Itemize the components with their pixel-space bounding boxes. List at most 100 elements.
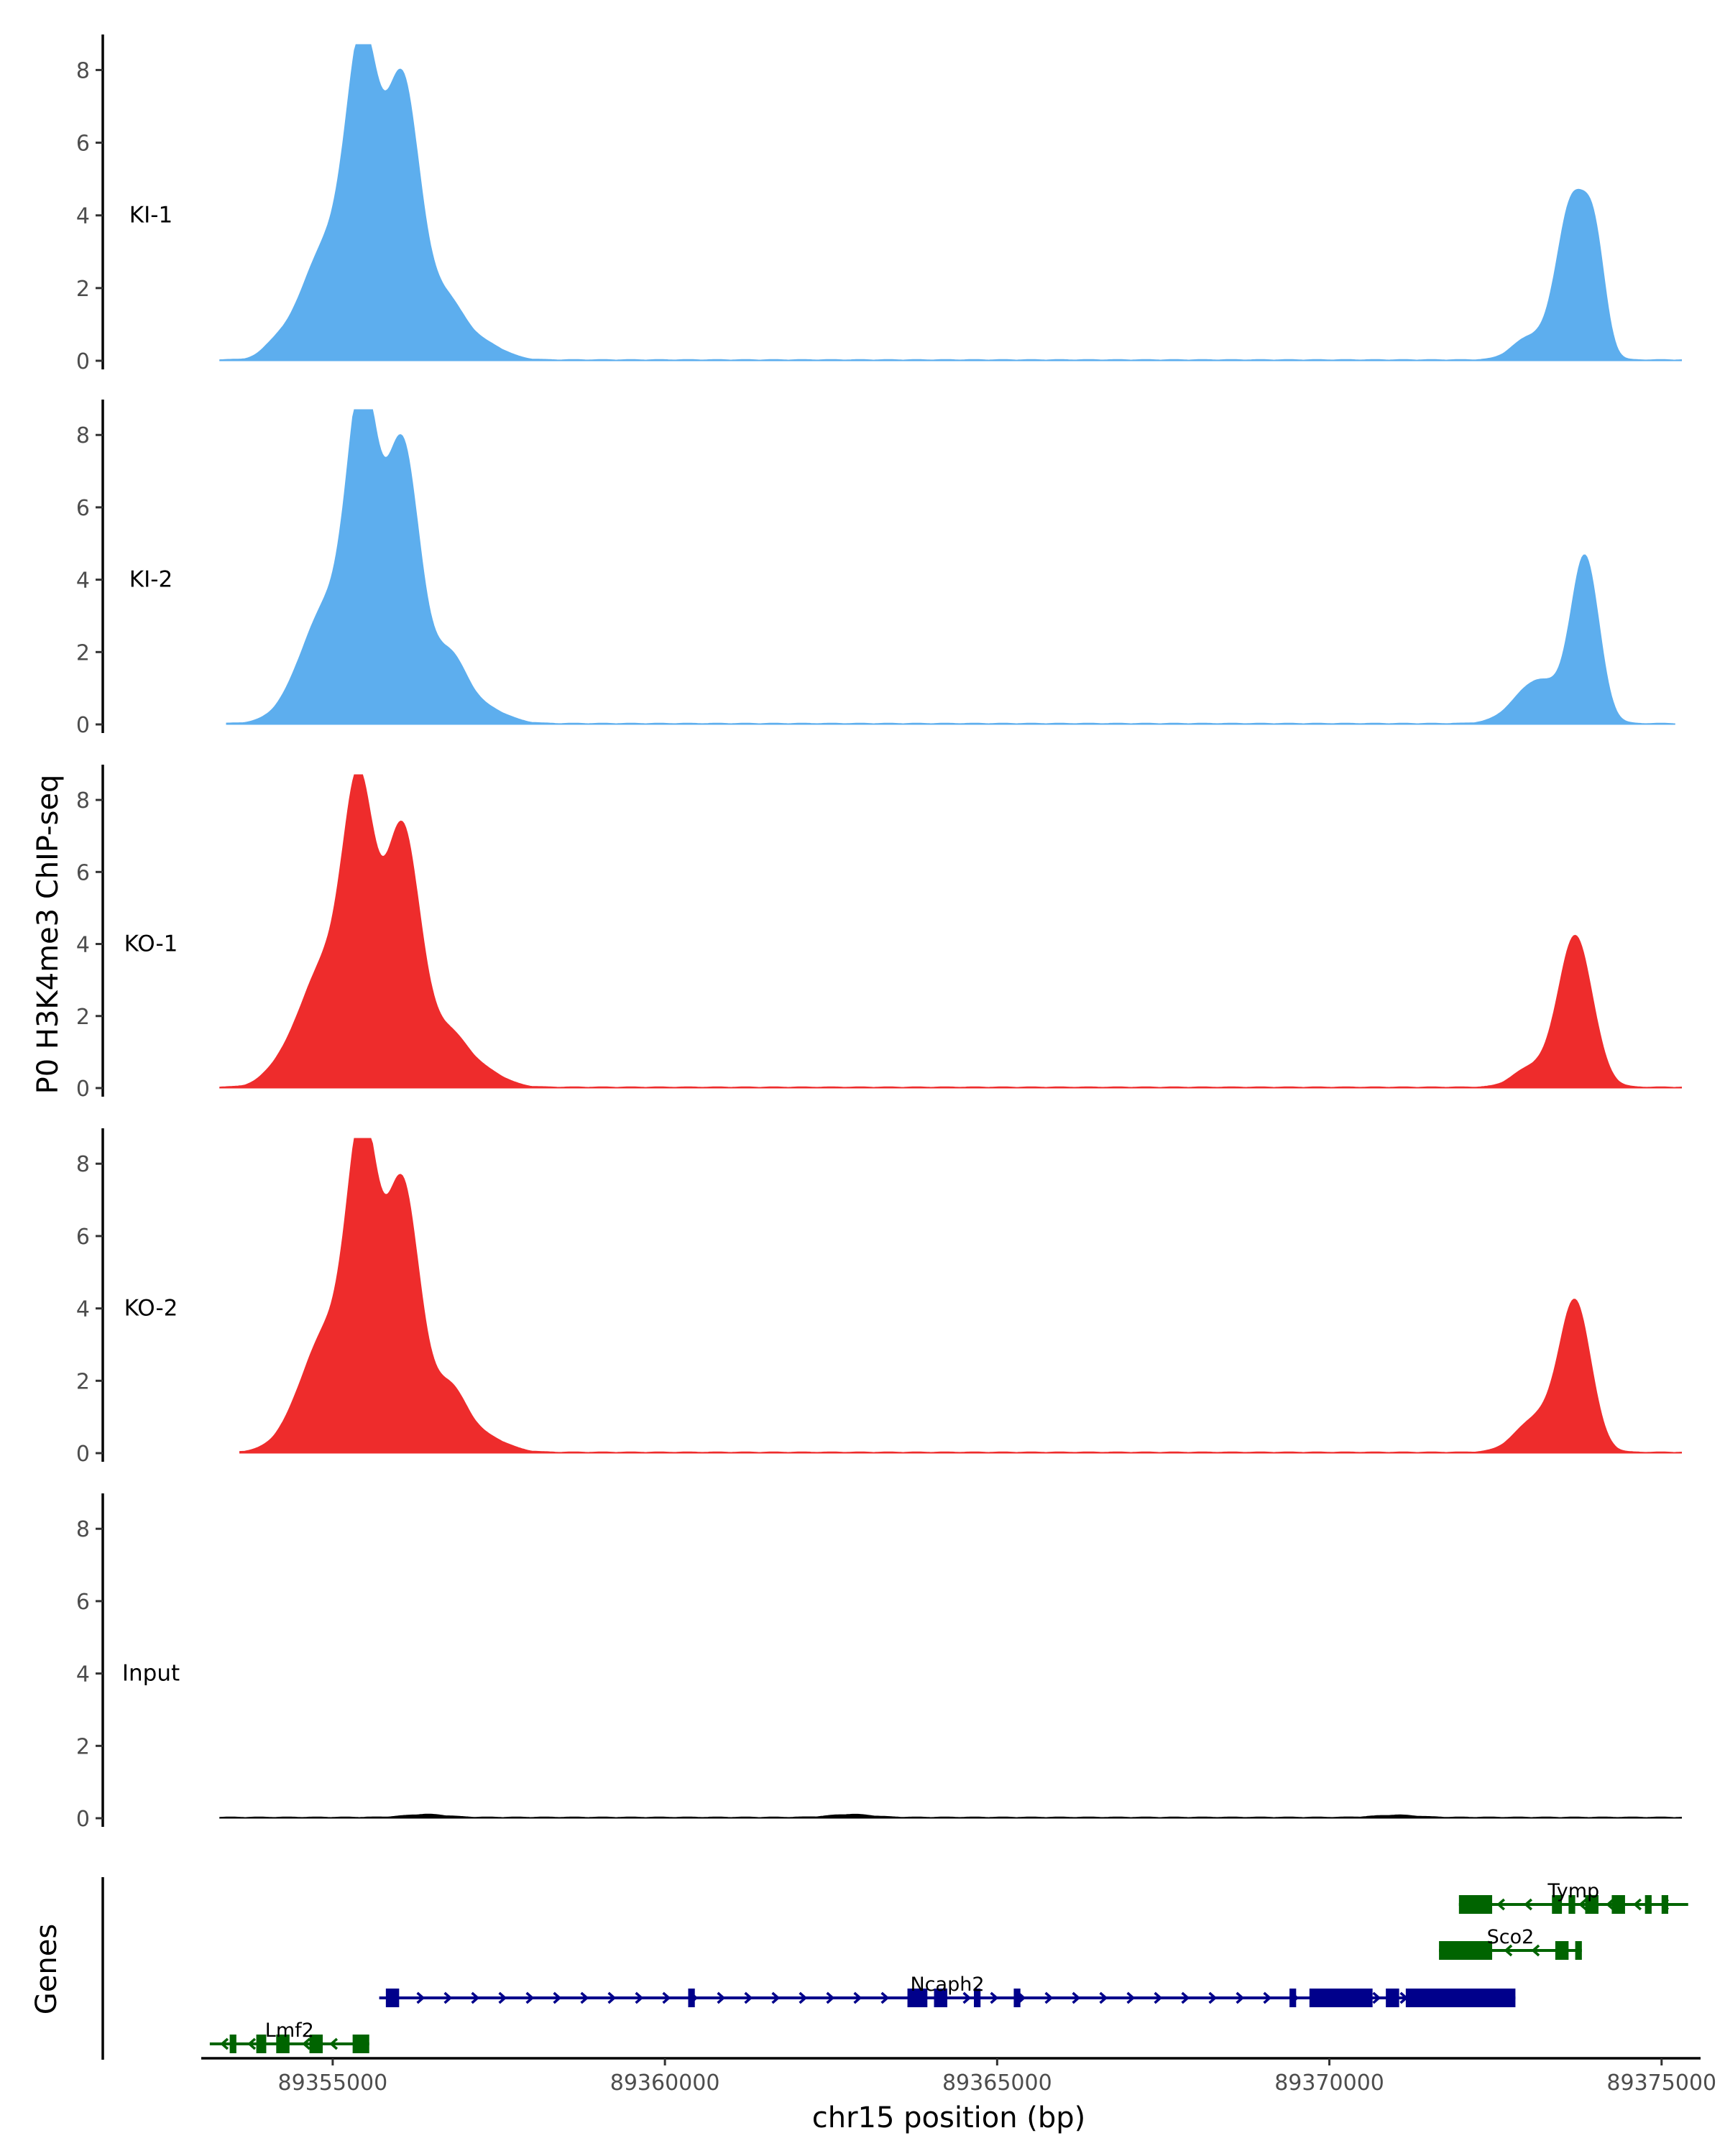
track-label: KI-1 [129,203,172,229]
strand-arrow [1072,1991,1081,2004]
gene-exon [1644,1895,1652,1914]
track-label: KO-2 [124,1296,178,1322]
strand-arrow [990,1991,999,2004]
strand-arrow [771,1991,781,2004]
x-tick-label: 89360000 [610,2070,720,2096]
y-tick-label: 4 [76,204,90,229]
signal-area [219,1813,1682,1819]
gene-exon [1439,1941,1493,1960]
strand-arrow [1504,1944,1513,1957]
y-tick-label: 2 [76,1369,90,1394]
y-tick-label: 6 [76,860,90,885]
strand-arrow [744,1991,753,2004]
y-tick-label: 6 [76,1225,90,1250]
strand-arrow [1044,1991,1054,2004]
strand-arrow [553,1991,562,2004]
gene-exon [1585,1895,1598,1914]
strand-arrow [525,1991,535,2004]
gene-exon [688,1989,695,2007]
signal-area [219,44,1682,361]
y-tick-label: 6 [76,132,90,157]
gene-exon [973,1989,981,2007]
track-input: 0 2 4 6 8 Input [76,1493,1682,1832]
x-tick-label: 89370000 [1274,2070,1384,2096]
strand-arrow [1099,1991,1108,2004]
gene-exon [1568,1895,1576,1914]
strand-arrow [607,1991,617,2004]
strand-arrow [635,1991,644,2004]
y-tick-label: 8 [76,1152,90,1177]
strand-arrow [1578,1898,1587,1911]
gene-exon [309,2035,323,2053]
strand-arrow [220,2037,229,2050]
gene-exon [934,1989,947,2007]
strand-arrow [1181,1991,1190,2004]
y-tick-label: 4 [76,568,90,594]
y-tick-label: 2 [76,640,90,665]
track-ko-1: 0 2 4 6 8 KO-1 [76,765,1682,1102]
y-tick-label: 0 [76,1807,90,1832]
strand-arrow [471,1991,480,2004]
x-tick-label: 89375000 [1606,2070,1716,2096]
track-label: Input [122,1661,180,1687]
strand-arrow [853,1991,862,2004]
gene-exon [1555,1941,1569,1960]
y-tick-label: 6 [76,1590,90,1615]
y-tick-label: 0 [76,1442,90,1467]
gene-exon [1013,1989,1021,2007]
strand-arrow [416,1991,426,2004]
y-tick-label: 4 [76,1662,90,1687]
y-axis-title: P0 H3K4me3 ChIP-seq [32,775,65,1095]
y-tick-label: 4 [76,933,90,958]
gene-exon [1611,1895,1625,1914]
track-ki-1: 0 2 4 6 8 KI-1 [76,34,1682,374]
y-tick-label: 2 [76,1005,90,1030]
strand-arrow [717,1991,726,2004]
gene-exon [1661,1895,1669,1914]
gene-exon [256,2035,267,2053]
gene-exon [352,2035,369,2053]
genes-panel: Tymp Sco2 Ncaph2 Lmf2 [101,1877,1688,2060]
strand-arrow [662,1991,671,2004]
track-ko-2: 0 2 4 6 8 KO-2 [76,1128,1682,1467]
gene-label: Tymp [1547,1880,1599,1902]
gene-label: Ncaph2 [910,1973,984,1996]
gene-exon [1386,1989,1399,2007]
strand-arrow [1372,1991,1381,2004]
gene-exon [1552,1895,1563,1914]
y-tick-label: 2 [76,277,90,302]
x-tick-label: 89355000 [278,2070,388,2096]
strand-arrow [826,1991,835,2004]
y-tick-label: 4 [76,1297,90,1322]
strand-arrow [329,2037,339,2050]
gene-exon [1309,1989,1373,2007]
strand-arrow [498,1991,507,2004]
strand-arrow [443,1991,453,2004]
y-tick-label: 0 [76,349,90,374]
x-axis: 89355000 89360000 89365000 89370000 89375000 [201,2057,1716,2096]
y-tick-label: 2 [76,1734,90,1759]
gene-tymp: Tymp [1458,1880,1688,1914]
y-tick-label: 6 [76,496,90,521]
signal-area [239,1138,1682,1454]
strand-arrow [1236,1991,1245,2004]
gene-exon [1575,1941,1582,1960]
gene-exon [385,1989,400,2007]
gene-exon [1458,1895,1493,1914]
strand-arrow [302,2037,311,2050]
gene-ncaph2: Ncaph2 [379,1973,1516,2007]
gene-label: Sco2 [1487,1926,1535,1948]
track-ki-2: 0 2 4 6 8 KI-2 [76,400,1675,738]
y-tick-label: 8 [76,423,90,448]
gene-exon [1405,1989,1516,2007]
strand-arrow [580,1991,589,2004]
track-label: KO-1 [124,931,178,957]
y-tick-label: 8 [76,58,90,83]
gene-exon [907,1989,928,2007]
strand-arrow [962,1991,972,2004]
genes-axis-title: Genes [30,1924,63,2014]
strand-arrow [247,2037,257,2050]
strand-arrow [1606,1898,1614,1911]
